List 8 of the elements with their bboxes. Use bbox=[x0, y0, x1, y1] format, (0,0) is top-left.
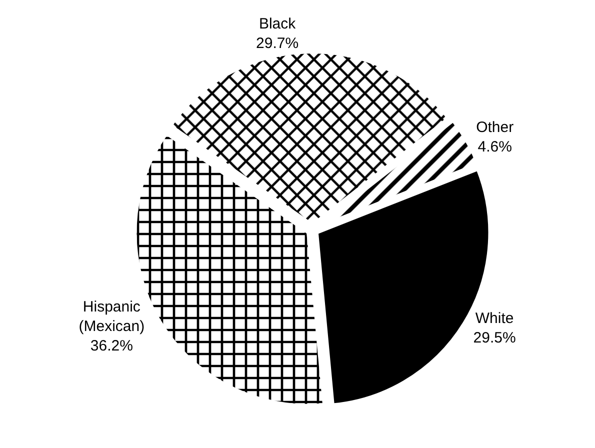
data-label: 36.2% bbox=[90, 338, 133, 354]
data-label: 4.6% bbox=[478, 138, 512, 156]
slice-label: Black bbox=[258, 16, 296, 33]
slice-label: Hispanic (Mexican) bbox=[78, 298, 145, 335]
slice-label: Other bbox=[476, 118, 514, 136]
slice-label: White bbox=[475, 310, 514, 327]
data-label: 29.7% bbox=[256, 35, 299, 52]
data-label: 29.5% bbox=[473, 329, 516, 346]
